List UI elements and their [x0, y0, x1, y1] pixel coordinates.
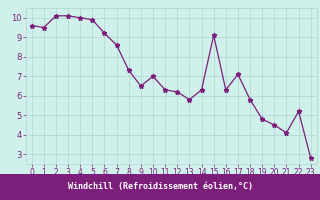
- Text: Windchill (Refroidissement éolien,°C): Windchill (Refroidissement éolien,°C): [68, 182, 252, 192]
